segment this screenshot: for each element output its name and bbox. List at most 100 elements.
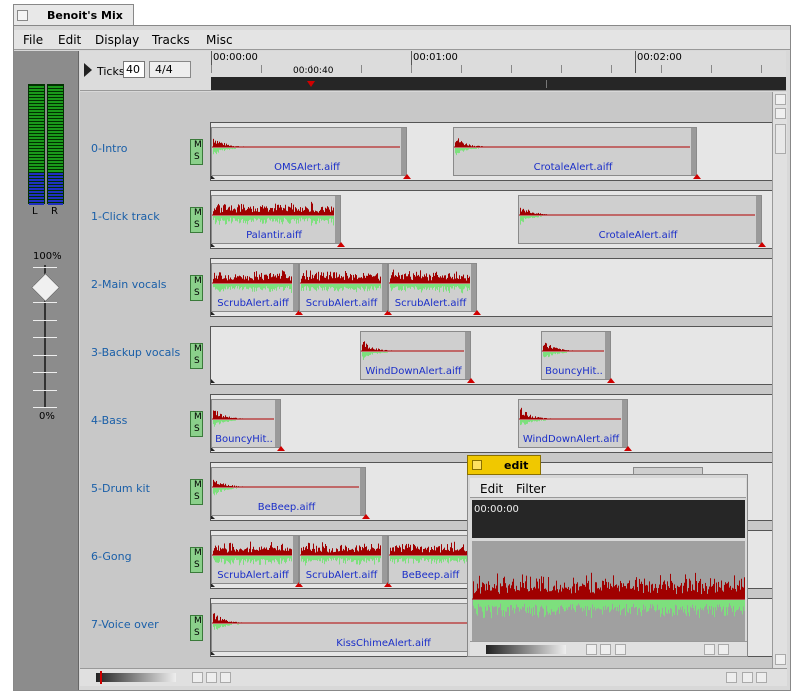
scroll-down[interactable] — [775, 108, 786, 119]
mute-button[interactable]: M — [194, 480, 202, 490]
meter-segment — [29, 122, 44, 124]
meter-segment — [29, 179, 44, 181]
meter-segment — [48, 131, 63, 133]
solo-button[interactable]: S — [194, 152, 200, 162]
mute-button[interactable]: M — [194, 548, 202, 558]
clip[interactable]: BeBeep.aiff — [388, 535, 477, 584]
solo-button[interactable]: S — [194, 356, 200, 366]
waveform — [300, 542, 381, 566]
track-name[interactable]: 6-Gong — [91, 550, 132, 563]
timeline-minor-tick — [661, 65, 662, 73]
mute-button[interactable]: M — [194, 208, 202, 218]
mute-button[interactable]: M — [194, 344, 202, 354]
clip[interactable]: CrotaleAlert.aiff — [453, 127, 697, 176]
scroll-button[interactable] — [726, 672, 737, 683]
edit-zoom[interactable] — [486, 645, 566, 654]
clip[interactable]: BeBeep.aiff — [211, 467, 366, 516]
meter-segment — [48, 113, 63, 115]
track-name[interactable]: 7-Voice over — [91, 618, 159, 631]
track-name[interactable]: 2-Main vocals — [91, 278, 167, 291]
edit-scroll-button[interactable] — [600, 644, 611, 655]
edit-scroll-button[interactable] — [615, 644, 626, 655]
edit-menu-item[interactable]: Edit — [480, 482, 504, 496]
meter-dropdown[interactable]: 4/44/4 — [149, 61, 191, 78]
menu-item[interactable]: Tracks — [152, 33, 190, 47]
meter-segment — [29, 194, 44, 196]
meter-segment — [48, 197, 63, 199]
solo-button[interactable]: S — [194, 288, 200, 298]
menu-item[interactable]: Misc — [206, 33, 233, 47]
edit-scroll-button[interactable] — [586, 644, 597, 655]
solo-button[interactable]: S — [194, 560, 200, 570]
clip[interactable]: Palantir.aiff — [211, 195, 341, 244]
scroll-thumb[interactable] — [775, 124, 786, 154]
meter-segment — [48, 194, 63, 196]
track-name[interactable]: 3-Backup vocals — [91, 346, 181, 359]
close-box[interactable] — [17, 10, 28, 21]
volume-tick — [33, 267, 57, 268]
scroll-button[interactable] — [220, 672, 231, 683]
edit-scroll-button[interactable] — [718, 644, 729, 655]
menu-item[interactable]: File — [23, 33, 44, 47]
edit-tab: edit — [467, 455, 541, 475]
timeline-mark: 00:01:00 — [413, 52, 458, 63]
meter-segment — [48, 176, 63, 178]
zoom-slider[interactable] — [96, 673, 176, 682]
clip-name: OMSAlert.aiff — [274, 162, 340, 173]
edit-close[interactable] — [472, 460, 482, 470]
meter-segment — [29, 113, 44, 115]
clip-handle — [382, 264, 387, 311]
edit-menu-item[interactable]: Filter — [516, 482, 546, 496]
clip[interactable]: BouncyHit.. — [541, 331, 611, 380]
ticks-field[interactable]: 40 — [123, 61, 145, 78]
mute-button[interactable]: M — [194, 412, 202, 422]
mute-button[interactable]: M — [194, 276, 202, 286]
mute-button[interactable]: M — [194, 140, 202, 150]
clip[interactable]: ScrubAlert.aiff — [211, 263, 299, 312]
lane-start-marker — [211, 515, 215, 519]
clip[interactable]: OMSAlert.aiff — [211, 127, 407, 176]
clip[interactable]: ScrubAlert.aiff — [211, 535, 299, 584]
mute-button[interactable]: M — [194, 616, 202, 626]
scroll-button[interactable] — [206, 672, 217, 683]
scroll-down2[interactable] — [775, 654, 786, 665]
cursor-marker[interactable] — [307, 81, 315, 87]
track-name[interactable]: 4-Bass — [91, 414, 128, 427]
track-name[interactable]: 1-Click track — [91, 210, 160, 223]
solo-button[interactable]: S — [194, 492, 200, 502]
edit-scroll-button[interactable] — [704, 644, 715, 655]
play-triangle[interactable] — [84, 63, 92, 77]
scroll-button[interactable] — [756, 672, 767, 683]
volume-tick — [33, 302, 57, 303]
solo-button[interactable]: S — [194, 424, 200, 434]
clip[interactable]: ScrubAlert.aiff — [299, 263, 388, 312]
meter-segment — [29, 155, 44, 157]
scroll-button[interactable] — [192, 672, 203, 683]
lane-start-marker — [211, 447, 215, 451]
meter-segment — [29, 86, 44, 88]
clip[interactable]: ScrubAlert.aiff — [388, 263, 477, 312]
scroll-button[interactable] — [742, 672, 753, 683]
menu-item[interactable]: Display — [95, 33, 140, 47]
meter-segment — [48, 107, 63, 109]
clip[interactable]: WindDownAlert.aiff — [518, 399, 628, 448]
track-name[interactable]: 0-Intro — [91, 142, 128, 155]
clip[interactable]: ScrubAlert.aiff — [299, 535, 388, 584]
window-title: Benoit's Mix — [47, 9, 123, 22]
meter-segment — [29, 107, 44, 109]
clip[interactable]: WindDownAlert.aiff — [360, 331, 471, 380]
menu-item[interactable]: Edit — [58, 33, 82, 47]
meter-segment — [48, 92, 63, 94]
zoom-knob[interactable] — [100, 671, 102, 684]
clip[interactable]: BouncyHit.. — [211, 399, 281, 448]
meter-segment — [48, 134, 63, 136]
waveform — [454, 138, 690, 156]
clip[interactable]: CrotaleAlert.aiff — [518, 195, 762, 244]
scroll-up[interactable] — [775, 94, 786, 105]
solo-button[interactable]: S — [194, 628, 200, 638]
edit-waveform — [472, 541, 745, 641]
solo-button[interactable]: S — [194, 220, 200, 230]
timeline-minor-tick — [211, 65, 212, 73]
track-name[interactable]: 5-Drum kit — [91, 482, 150, 495]
